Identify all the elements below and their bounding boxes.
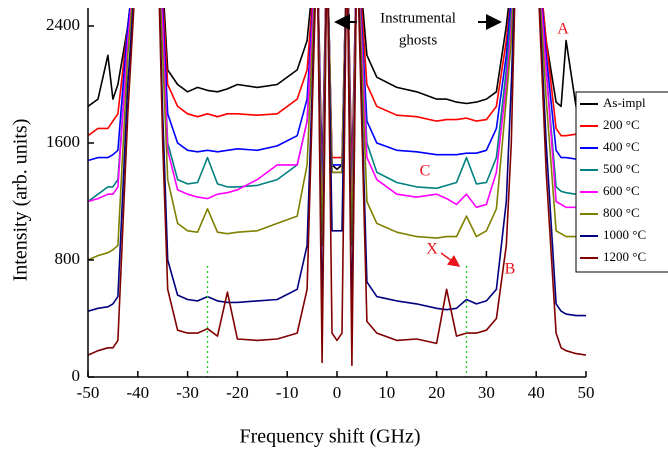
x-tick-label: -30 [176, 383, 199, 402]
series-line [88, 8, 586, 367]
y-tick-label: 2400 [46, 15, 80, 34]
x-tick-label: 50 [578, 383, 595, 402]
x-tick-label: -50 [77, 383, 100, 402]
x-tick-label: -40 [126, 383, 149, 402]
x-tick-label: 30 [478, 383, 495, 402]
y-tick-label: 1600 [46, 132, 80, 151]
legend-label: 600 °C [603, 183, 640, 198]
legend [575, 91, 668, 273]
y-axis-label: Intensity (arb. units) [10, 119, 32, 282]
legend-label: 200 °C [603, 117, 640, 132]
series-line [88, 8, 586, 181]
annotation: X [426, 241, 438, 258]
annotation: A [557, 21, 569, 38]
legend-label: 400 °C [603, 139, 640, 154]
series-line [88, 8, 586, 188]
plot-area [88, 8, 586, 377]
legend-label: 800 °C [603, 205, 640, 220]
annotation: C [420, 163, 431, 180]
x-tick-label: 0 [333, 383, 342, 402]
series-line [88, 8, 586, 210]
x-arrow [440, 252, 461, 267]
legend-label: As-impl [603, 95, 646, 110]
x-tick-label: 40 [528, 383, 545, 402]
x-axis-label: Frequency shift (GHz) [239, 426, 420, 448]
x-tick-label: 20 [428, 383, 445, 402]
legend-label: 1200 °C [603, 249, 646, 264]
annotation: Instrumental [380, 10, 456, 26]
legend-label: 1000 °C [603, 227, 646, 242]
annotation: ghosts [399, 32, 438, 48]
x-tick-label: -10 [276, 383, 299, 402]
series-line [88, 8, 586, 261]
y-tick-label: 800 [55, 249, 81, 268]
x-tick-label: 10 [378, 383, 395, 402]
legend-label: 500 °C [603, 161, 640, 176]
annotation: B [505, 261, 516, 278]
y-tick-label: 0 [72, 366, 81, 385]
x-tick-label: -20 [226, 383, 249, 402]
